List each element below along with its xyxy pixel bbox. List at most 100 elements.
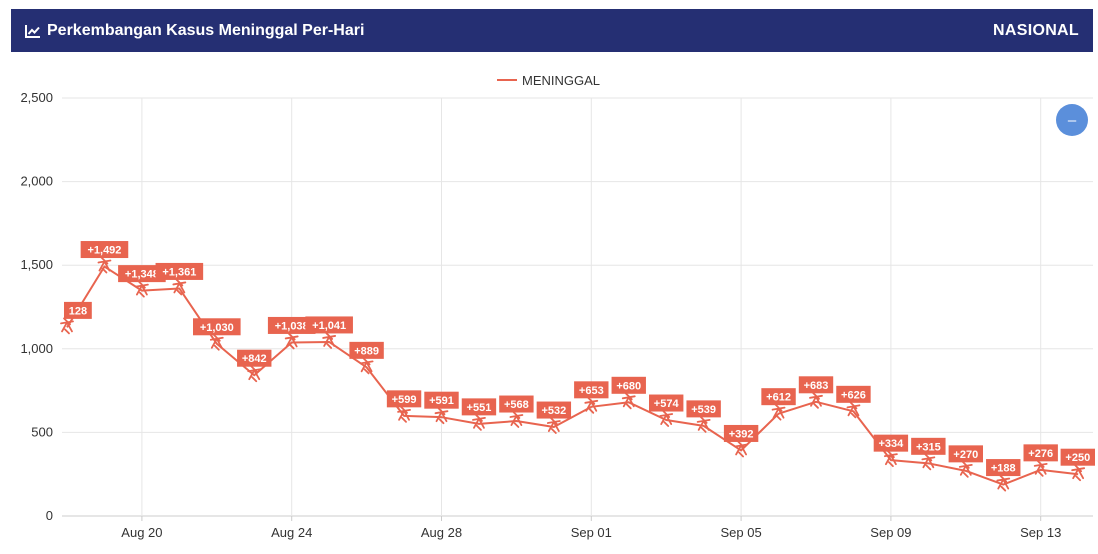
data-label-text: +551	[467, 402, 492, 414]
data-point-marker[interactable]	[134, 280, 149, 298]
data-label-text: +392	[729, 428, 754, 440]
data-point-marker[interactable]	[958, 460, 973, 478]
zoom-toggle-button[interactable]: –	[1056, 104, 1088, 136]
legend[interactable]: MENINGGAL	[497, 73, 600, 88]
data-point-marker[interactable]	[546, 417, 561, 434]
data-point-marker[interactable]	[359, 357, 374, 375]
chart-title: Perkembangan Kasus Meninggal Per-Hari	[47, 21, 365, 39]
data-label-text: +315	[916, 441, 941, 453]
data-point-marker[interactable]	[509, 411, 524, 428]
data-label-text: +1,348	[125, 269, 159, 281]
data-point-marker[interactable]	[172, 278, 187, 296]
data-point-marker[interactable]	[884, 450, 898, 468]
data-point-marker[interactable]	[659, 410, 674, 427]
data-point-marker[interactable]	[322, 332, 337, 349]
x-tick-label: Sep 05	[720, 525, 761, 540]
data-label-text: +334	[879, 438, 905, 450]
y-tick-label: 1,000	[20, 341, 53, 356]
data-label-text: +1,492	[87, 245, 121, 257]
data-label-text: +270	[953, 449, 978, 461]
data-label-text: +276	[1028, 448, 1053, 460]
y-tick-label: 2,500	[20, 90, 53, 105]
y-tick-label: 0	[46, 508, 53, 523]
data-label-text: +842	[242, 353, 267, 365]
data-point-marker[interactable]	[1033, 459, 1048, 477]
series-meninggal	[60, 256, 1086, 492]
line-chart-icon	[25, 24, 41, 38]
data-label-text: 128	[69, 305, 87, 317]
data-label: +532	[536, 401, 572, 419]
x-axis: Aug 20 Aug 24 Aug 28 Sep 01 Sep 05 Sep 09 Sep …	[121, 516, 1061, 540]
data-point-marker[interactable]	[846, 401, 861, 419]
data-label: +315	[911, 437, 946, 455]
data-label: +1,348	[118, 265, 166, 283]
data-label: +568	[499, 395, 534, 413]
data-point-marker[interactable]	[696, 415, 711, 433]
data-label: +889	[349, 341, 384, 359]
data-point-marker[interactable]	[771, 403, 786, 421]
data-label: +626	[836, 385, 871, 403]
x-tick-label: Sep 09	[870, 525, 911, 540]
data-label: +680	[611, 376, 646, 394]
data-label: +276	[1023, 444, 1058, 462]
data-label-text: +574	[654, 398, 680, 410]
data-label-text: +591	[429, 395, 454, 407]
data-point-marker[interactable]	[397, 405, 411, 423]
data-point-marker[interactable]	[284, 332, 299, 350]
y-tick-label: 1,500	[20, 257, 53, 272]
data-label: +1,492	[80, 241, 129, 259]
data-label-text: +1,030	[200, 322, 234, 334]
grid-lines	[62, 97, 1093, 517]
data-label-text: +599	[392, 394, 417, 406]
data-label: +1,041	[305, 316, 353, 334]
data-point-marker[interactable]	[97, 256, 112, 274]
data-label-text: +250	[1065, 452, 1090, 464]
data-point-marker[interactable]	[209, 333, 224, 351]
data-label: +1,361	[155, 262, 204, 280]
data-label-text: +1,041	[312, 320, 346, 332]
data-label: +270	[948, 445, 983, 463]
data-point-marker[interactable]	[472, 413, 486, 431]
y-axis: 0 500 1,000 1,500 2,000 2,500	[20, 90, 53, 523]
data-point-marker[interactable]	[60, 317, 74, 335]
data-point-marker[interactable]	[247, 365, 262, 383]
data-label: +392	[723, 424, 759, 442]
data-point-marker[interactable]	[1071, 464, 1086, 482]
data-label: +539	[686, 400, 721, 418]
data-point-marker[interactable]	[921, 453, 936, 471]
data-point-marker[interactable]	[434, 407, 449, 425]
data-label: +334	[873, 434, 909, 452]
data-label: +551	[461, 398, 497, 416]
data-label-text: +680	[616, 380, 641, 392]
data-label-text: +539	[691, 404, 716, 416]
data-label: +1,030	[193, 318, 241, 336]
y-tick-label: 500	[31, 424, 53, 439]
data-point-marker[interactable]	[584, 396, 599, 414]
legend-label: MENINGGAL	[522, 73, 600, 88]
series-line	[66, 265, 1079, 486]
data-label-text: +1,038	[275, 320, 309, 332]
data-label: +612	[761, 388, 796, 406]
x-tick-label: Aug 24	[271, 525, 312, 540]
data-point-marker[interactable]	[734, 440, 748, 458]
data-label: +599	[386, 390, 422, 408]
data-label-text: +1,361	[162, 266, 196, 278]
data-label-text: +612	[766, 392, 791, 404]
data-label: +683	[798, 376, 834, 394]
data-point-marker[interactable]	[996, 474, 1011, 492]
data-point-marker[interactable]	[809, 391, 823, 409]
x-tick-label: Aug 28	[421, 525, 462, 540]
x-tick-label: Sep 13	[1020, 525, 1061, 540]
data-label: +653	[574, 381, 609, 399]
data-point-marker[interactable]	[621, 392, 636, 410]
data-label-text: +188	[991, 463, 1016, 475]
data-labels: 128 +1,492 +1,348 +1,361 +1,030 +842 +1,038 +1,…	[64, 241, 1095, 477]
data-label-text: +568	[504, 399, 529, 411]
minus-icon[interactable]: –	[1068, 112, 1077, 129]
data-label-text: +683	[804, 380, 829, 392]
data-label: 128	[64, 301, 92, 319]
region-label: NASIONAL	[993, 21, 1079, 39]
toggle-circle[interactable]	[1056, 104, 1088, 136]
header-title-group: Perkembangan Kasus Meninggal Per-Hari	[25, 22, 364, 40]
